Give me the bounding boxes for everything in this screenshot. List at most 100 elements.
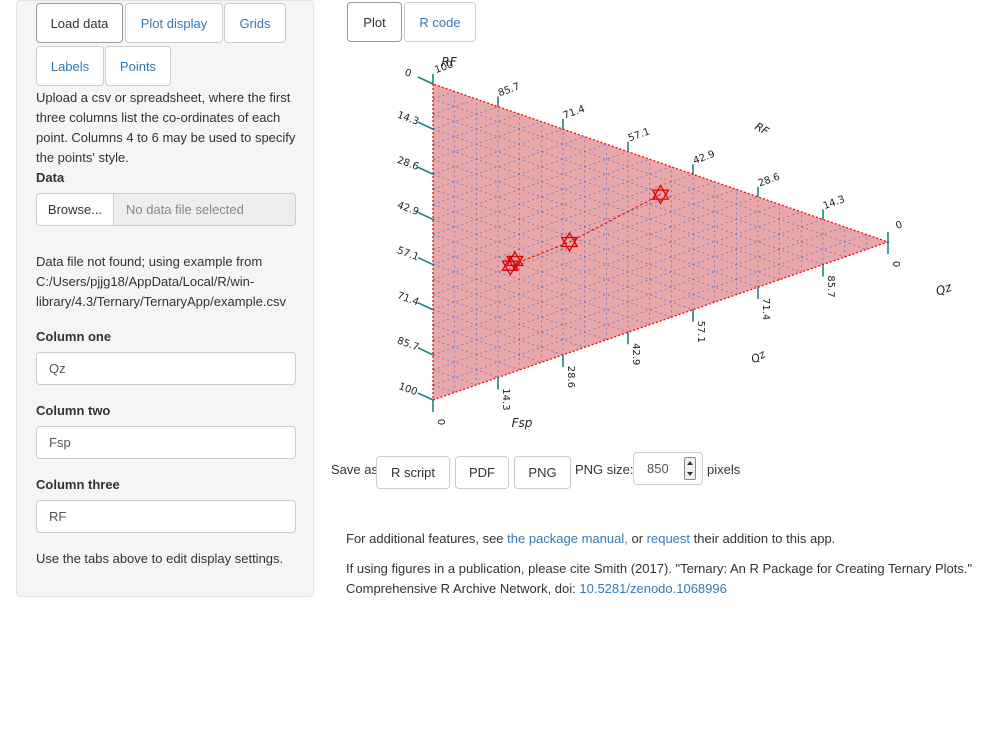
left-axis-tick [417, 121, 434, 130]
bottom-axis-label: 85.7 [825, 275, 836, 297]
left-axis-tick [417, 76, 434, 85]
instructions-line: three columns list the co-ordinates of e… [36, 110, 281, 125]
left-axis-tick [417, 256, 434, 266]
bottom-axis-label: 0 [890, 261, 901, 267]
axis-title-bottom: Fsp [512, 416, 533, 430]
tab-points[interactable]: Points [105, 46, 171, 86]
data-point-1-up [560, 231, 579, 248]
left-axis-label: 71.4 [396, 290, 421, 308]
data-point-3-up [505, 250, 524, 267]
bottom-axis-label: 57.1 [695, 321, 706, 343]
file-name-field: No data file selected [114, 193, 296, 226]
grid-line [432, 324, 542, 363]
left-axis-tick [417, 392, 434, 401]
grid-line [432, 121, 542, 160]
save-pdf-button[interactable]: PDF [455, 456, 509, 489]
grid-line [432, 106, 499, 130]
grid-line [432, 354, 499, 378]
top-axis-label: 42.9 [692, 149, 717, 167]
left-axis-label: 100 [397, 381, 419, 398]
column-two-input[interactable]: Fsp [36, 426, 296, 459]
points-connector [509, 194, 661, 267]
tab-plot-display[interactable]: Plot display [125, 3, 223, 43]
data-label: Data [36, 170, 65, 185]
citation-line1: If using figures in a publication, pleas… [346, 561, 973, 576]
column-one-label: Column one [36, 329, 112, 344]
left-axis-label: 57.1 [396, 245, 421, 263]
footer-text: Comprehensive R Archive Network, doi: [346, 581, 580, 596]
data-point-0-down [651, 189, 670, 205]
package-manual-link[interactable]: the package manual, [507, 531, 628, 546]
tab-load-data[interactable]: Load data [36, 3, 123, 43]
data-point-0-up [651, 184, 670, 200]
top-axis-label: 85.7 [497, 81, 522, 99]
grid-line [432, 294, 585, 348]
grid-line [432, 158, 650, 235]
status-line: Data file not found; using example from [36, 254, 263, 269]
axis-title-right-upper: RF [752, 120, 771, 139]
citation-line2: Comprehensive R Archive Network, doi: 10… [346, 581, 727, 596]
axis-title-right-lower: Qz [749, 348, 768, 367]
data-point-3-down [505, 255, 524, 272]
grid-line [432, 143, 607, 205]
axis-title-top: RF [441, 55, 457, 69]
save-r-script-button[interactable]: R script [376, 456, 450, 489]
left-axis-label: 28.6 [396, 155, 421, 173]
points-layer [501, 184, 670, 277]
bottom-axis-label: 42.9 [630, 343, 641, 365]
column-two-label: Column two [36, 403, 111, 418]
grid-line [432, 279, 607, 341]
plot-border [432, 83, 890, 401]
grid-line [432, 234, 672, 318]
grid-line [432, 234, 867, 386]
bottom-axis-label: 14.3 [500, 388, 511, 410]
data-point-2-up [501, 255, 520, 271]
grid-layer [432, 83, 890, 401]
save-png-button[interactable]: PNG [514, 456, 571, 489]
column-one-input[interactable]: Qz [36, 352, 296, 385]
footer-text: their addition to this app. [690, 531, 836, 546]
grid-line [432, 204, 780, 326]
bottom-axis-label: 0 [435, 419, 446, 425]
grid-line [432, 91, 455, 100]
hint-text: Use the tabs above to edit display setti… [36, 551, 284, 566]
status-line: library/4.3/Ternary/TernaryApp/example.c… [36, 294, 286, 309]
tab-plot[interactable]: Plot [347, 2, 402, 42]
ternary-plot: 0 100 0 14.3 85.7 14.3 28.6 71.4 28.6 42.9 57.1 42.… [396, 55, 955, 430]
axis-title-far-right: Qz [934, 280, 954, 299]
grid-line [432, 384, 455, 393]
data-point-1-down [560, 236, 579, 253]
column-three-label: Column three [36, 477, 120, 492]
grid-line [432, 339, 520, 371]
tab-r-code[interactable]: R code [404, 2, 476, 42]
spinner-control[interactable] [684, 457, 696, 480]
instructions-line: Upload a csv or spreadsheet, where the f… [36, 90, 291, 105]
footer-features: For additional features, see the package… [346, 531, 835, 546]
sidebar-panel: Load data Plot display Grids Labels Poin… [16, 0, 314, 597]
png-size-value: 850 [647, 461, 669, 476]
png-size-input[interactable]: 850 [633, 452, 703, 485]
tab-labels[interactable]: Labels [36, 46, 104, 86]
request-link[interactable]: request [646, 531, 691, 546]
top-axis-label: 14.3 [822, 194, 847, 212]
footer-text: or [627, 531, 647, 546]
bottom-axis-label: 28.6 [565, 366, 576, 388]
left-axis-tick [417, 347, 434, 356]
spin-down-icon[interactable] [687, 472, 693, 476]
instructions-line: point. Columns 4 to 6 may be used to spe… [36, 130, 296, 145]
left-axis-tick [417, 211, 434, 221]
grid-line [432, 196, 759, 311]
tab-grids[interactable]: Grids [224, 3, 286, 43]
doi-link[interactable]: 10.5281/zenodo.1068996 [579, 581, 727, 596]
left-axis-label: 42.9 [396, 200, 421, 218]
column-three-input[interactable]: RF [36, 500, 296, 533]
save-as-label: Save as: [331, 462, 382, 477]
spin-up-icon[interactable] [687, 461, 693, 465]
browse-button[interactable]: Browse... [36, 193, 114, 226]
grid-line [432, 189, 737, 295]
status-line: C:/Users/pjjg18/AppData/Local/R/win- [36, 274, 255, 289]
grid-line [432, 136, 585, 190]
pixels-label: pixels [707, 462, 741, 477]
top-axis-label: 0 [894, 219, 904, 232]
left-axis-label: 0 [403, 67, 413, 80]
